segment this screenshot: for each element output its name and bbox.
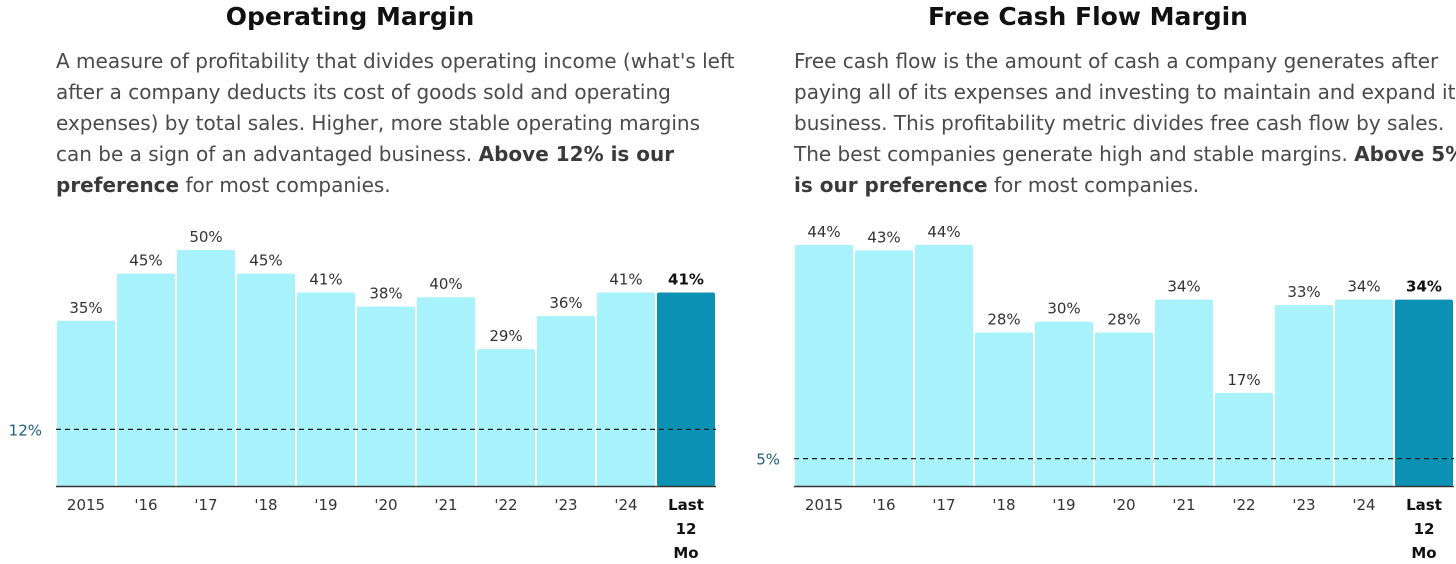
bar-9: [597, 292, 655, 486]
bar-0: [57, 320, 115, 486]
x-tick-label: '23: [554, 496, 577, 514]
bar-value-label: 34%: [1167, 278, 1200, 296]
bar-7: [477, 349, 535, 486]
operating-margin-panel: Operating Margin A measure of profitabil…: [0, 0, 735, 564]
bar-value-label: 34%: [1406, 278, 1442, 296]
bar-value-label: 41%: [309, 270, 342, 288]
fcf-margin-panel: Free Cash Flow Margin Free cash flow is …: [738, 0, 1456, 564]
x-tick-label: '21: [1172, 496, 1195, 514]
x-tick-label: '20: [1112, 496, 1135, 514]
description-emphasis: Above 12% is our preference: [56, 142, 675, 197]
bar-value-label: 50%: [189, 228, 222, 246]
x-tick-label: '16: [134, 496, 157, 514]
x-tick-label: '18: [254, 496, 277, 514]
bar-0: [795, 244, 853, 486]
x-tick-label: Mo: [673, 544, 698, 562]
description-text: Free cash flow is the amount of cash a c…: [794, 49, 1456, 166]
x-tick-label: Last: [1406, 496, 1442, 514]
description-tail: for most companies.: [993, 173, 1200, 197]
bar-8: [1275, 305, 1333, 486]
x-tick-label: 12: [1414, 520, 1435, 538]
bar-10: [657, 292, 715, 486]
bar-5: [357, 306, 415, 486]
bar-value-label: 29%: [489, 327, 522, 345]
bar-value-label: 44%: [807, 223, 840, 241]
bar-value-label: 41%: [609, 270, 642, 288]
x-tick-label: '24: [614, 496, 637, 514]
bar-7: [1215, 392, 1273, 486]
bar-value-label: 35%: [69, 299, 102, 317]
bar-4: [1035, 321, 1093, 486]
x-tick-label: '19: [314, 496, 337, 514]
bar-value-label: 40%: [429, 275, 462, 293]
bar-6: [1155, 299, 1213, 486]
x-tick-label: 2015: [67, 496, 105, 514]
bar-value-label: 38%: [369, 285, 402, 303]
bar-9: [1335, 299, 1393, 486]
bar-3: [975, 332, 1033, 486]
bar-value-label: 17%: [1227, 371, 1260, 389]
x-tick-label: '18: [992, 496, 1015, 514]
bar-value-label: 28%: [987, 311, 1020, 329]
bar-value-label: 45%: [129, 252, 162, 270]
bar-value-label: 33%: [1287, 283, 1320, 301]
bar-2: [915, 244, 973, 486]
fcf-margin-chart: 44% 2015 43% '16 44% '17 28% '18 30% '19 28% '20 34%…: [756, 223, 1454, 562]
chart-title: Free Cash Flow Margin: [928, 2, 1248, 31]
x-tick-label: '20: [374, 496, 397, 514]
bar-4: [297, 292, 355, 486]
chart-description: Free cash flow is the amount of cash a c…: [794, 46, 1456, 201]
x-tick-label: 2015: [805, 496, 843, 514]
bar-value-label: 30%: [1047, 300, 1080, 318]
reference-line-label: 12%: [9, 421, 42, 439]
description-text: A measure of profitability that divides …: [56, 49, 735, 166]
bar-value-label: 44%: [927, 223, 960, 241]
x-tick-label: '22: [494, 496, 517, 514]
x-tick-label: '22: [1232, 496, 1255, 514]
x-tick-label: '17: [932, 496, 955, 514]
bar-value-label: 34%: [1347, 278, 1380, 296]
bar-value-label: 45%: [249, 252, 282, 270]
x-tick-label: 12: [676, 520, 697, 538]
x-tick-label: '21: [434, 496, 457, 514]
bar-10: [1395, 299, 1453, 486]
bar-2: [177, 250, 235, 486]
description-tail: for most companies.: [185, 173, 391, 197]
bar-6: [417, 297, 475, 486]
chart-description: A measure of profitability that divides …: [56, 46, 736, 201]
description-emphasis: Above 5% is our preference: [794, 142, 1456, 197]
x-tick-label: '16: [872, 496, 895, 514]
x-tick-label: '23: [1292, 496, 1315, 514]
x-tick-label: '17: [194, 496, 217, 514]
bar-value-label: 43%: [867, 228, 900, 246]
x-tick-label: '24: [1352, 496, 1375, 514]
bar-8: [537, 316, 595, 486]
x-tick-label: Last: [668, 496, 704, 514]
bar-1: [117, 273, 175, 486]
bar-3: [237, 273, 295, 486]
chart-title: Operating Margin: [225, 2, 475, 31]
reference-line-label: 5%: [756, 451, 780, 469]
bar-value-label: 36%: [549, 294, 582, 312]
x-tick-label: '19: [1052, 496, 1075, 514]
bar-5: [1095, 332, 1153, 486]
operating-margin-chart: 35% 2015 45% '16 50% '17 45% '18 41% '19 38% '20 40%…: [9, 228, 716, 562]
x-tick-label: Mo: [1411, 544, 1436, 562]
bar-1: [855, 250, 913, 486]
bar-value-label: 28%: [1107, 311, 1140, 329]
bar-value-label: 41%: [668, 270, 704, 288]
